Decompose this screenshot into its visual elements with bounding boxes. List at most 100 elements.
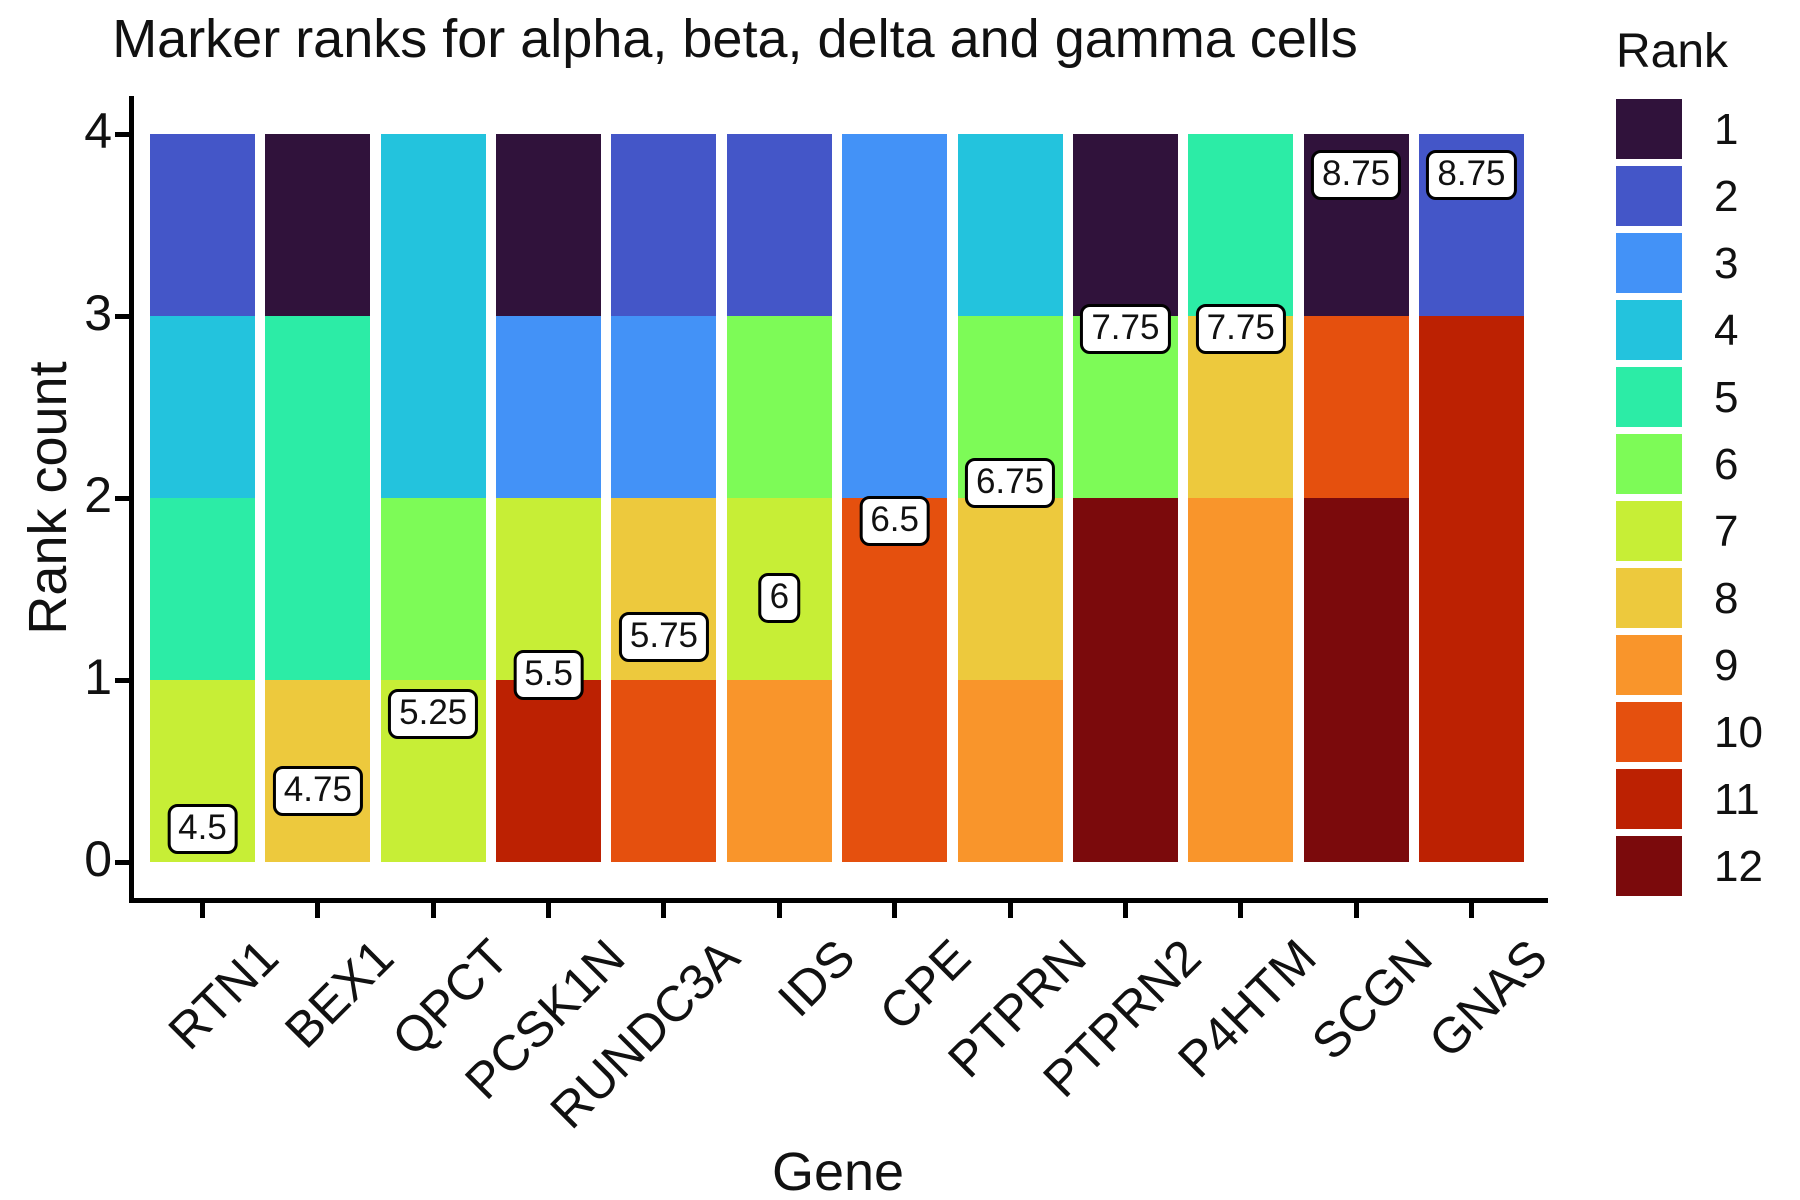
mean-rank-label: 5.75 — [618, 611, 709, 662]
mean-rank-label: 7.75 — [1080, 304, 1171, 354]
bar-segment-rank-9 — [1188, 680, 1294, 862]
bar-segment-rank-12 — [1303, 680, 1409, 862]
x-axis-spine — [129, 898, 1548, 903]
bar-segment-rank-5 — [265, 498, 371, 680]
x-tick-mark — [1007, 903, 1013, 918]
bar-segment-rank-4 — [380, 316, 486, 498]
x-tick-mark — [315, 903, 321, 918]
bar-segment-rank-10 — [842, 680, 948, 862]
legend-label-rank-1: 1 — [1714, 105, 1739, 154]
bar-segment-rank-11 — [1418, 498, 1524, 680]
x-tick-label-gene: SCGN — [1300, 928, 1443, 1071]
y-tick-label: 3 — [84, 285, 112, 342]
bar-segment-rank-6 — [726, 316, 832, 498]
x-tick-mark — [430, 903, 436, 918]
legend-swatch-rank-10 — [1616, 702, 1682, 762]
legend-label-rank-7: 7 — [1714, 507, 1739, 556]
bar-segment-rank-7 — [496, 498, 602, 680]
bar-segment-rank-9 — [1188, 498, 1294, 680]
bar-segment-rank-5 — [150, 498, 255, 680]
legend-label-rank-6: 6 — [1714, 440, 1739, 489]
bar-segment-rank-4 — [380, 134, 486, 316]
bar-segment-rank-9 — [726, 680, 832, 862]
legend-label-rank-4: 4 — [1714, 306, 1739, 355]
bar-segment-rank-1 — [1072, 134, 1178, 316]
y-tick-label: 1 — [84, 649, 112, 706]
x-tick-mark — [1238, 903, 1244, 918]
y-axis-spine — [129, 96, 134, 903]
x-tick-mark — [546, 903, 552, 918]
y-tick-label: 4 — [84, 103, 112, 160]
x-tick-label-gene: GNAS — [1417, 928, 1558, 1069]
legend-label-rank-8: 8 — [1714, 574, 1739, 623]
y-tick-mark — [115, 677, 131, 683]
bar-segment-rank-11 — [1418, 680, 1524, 862]
chart-title: Marker ranks for alpha, beta, delta and … — [112, 9, 1358, 69]
y-tick-mark — [115, 131, 131, 137]
bar-segment-rank-2 — [611, 134, 717, 316]
legend-label-rank-2: 2 — [1714, 172, 1739, 221]
y-tick-mark — [115, 859, 131, 865]
bar-segment-rank-10 — [1303, 316, 1409, 498]
mean-rank-label: 5.25 — [388, 688, 479, 739]
bar-segment-rank-3 — [842, 316, 948, 498]
legend-swatch-rank-11 — [1616, 769, 1682, 829]
legend-swatch-rank-9 — [1616, 635, 1682, 695]
x-tick-mark — [1353, 903, 1359, 918]
legend-swatch-rank-6 — [1616, 434, 1682, 494]
bar-segment-rank-12 — [1072, 680, 1178, 862]
x-tick-mark — [892, 903, 898, 918]
legend-swatch-rank-8 — [1616, 568, 1682, 628]
mean-rank-label: 6.75 — [964, 457, 1056, 508]
mean-rank-label: 7.75 — [1195, 304, 1286, 354]
legend-swatch-rank-5 — [1616, 367, 1682, 427]
bar-segment-rank-3 — [611, 316, 717, 498]
legend-swatch-rank-12 — [1616, 836, 1682, 896]
x-tick-mark — [200, 903, 205, 918]
x-tick-mark — [661, 903, 667, 918]
y-tick-label: 2 — [84, 467, 112, 524]
x-tick-label-gene: BEX1 — [274, 928, 405, 1059]
x-tick-mark — [776, 903, 782, 918]
bar-segment-rank-5 — [265, 316, 371, 498]
mean-rank-label: 4.75 — [272, 765, 363, 816]
legend-swatch-rank-4 — [1616, 300, 1682, 360]
legend-swatch-rank-1 — [1616, 99, 1682, 159]
x-tick-label-gene: IDS — [767, 928, 866, 1028]
bar-segment-rank-3 — [842, 134, 948, 316]
bar-segment-rank-6 — [380, 498, 486, 680]
legend-label-rank-3: 3 — [1714, 239, 1739, 288]
bar-segment-rank-1 — [496, 134, 602, 316]
bar-segment-rank-2 — [150, 134, 255, 316]
mean-rank-label: 6 — [758, 573, 801, 624]
mean-rank-label: 8.75 — [1311, 150, 1402, 201]
bar-segment-rank-4 — [150, 316, 255, 498]
x-axis-label: Gene — [771, 1142, 905, 1200]
x-tick-mark — [1122, 903, 1128, 918]
y-tick-label: 0 — [84, 831, 112, 888]
legend-label-rank-11: 11 — [1714, 775, 1760, 824]
mean-rank-label: 8.75 — [1426, 150, 1517, 201]
x-tick-label-gene: RTN1 — [157, 928, 289, 1060]
bar-segment-rank-8 — [957, 498, 1063, 680]
bar-segment-rank-1 — [265, 134, 371, 316]
bar-segment-rank-12 — [1303, 498, 1409, 680]
legend-label-rank-5: 5 — [1714, 373, 1739, 422]
bar-segment-rank-5 — [1188, 134, 1294, 316]
legend-swatch-rank-7 — [1616, 501, 1682, 561]
bar-segment-rank-4 — [957, 134, 1063, 316]
bar-segment-rank-11 — [1418, 316, 1524, 498]
mean-rank-label: 6.5 — [859, 496, 930, 547]
bar-segment-rank-9 — [957, 680, 1063, 862]
mean-rank-label: 4.5 — [167, 804, 238, 854]
legend-label-rank-10: 10 — [1714, 708, 1763, 757]
x-tick-mark — [1468, 903, 1474, 918]
bar-segment-rank-3 — [496, 316, 602, 498]
legend-swatch-rank-2 — [1616, 166, 1682, 226]
mean-rank-label: 5.5 — [513, 650, 584, 701]
bar-segment-rank-12 — [1072, 498, 1178, 680]
bar-segment-rank-10 — [611, 680, 717, 862]
legend-label-rank-12: 12 — [1714, 842, 1763, 891]
bar-segment-rank-11 — [496, 680, 602, 862]
y-tick-mark — [115, 495, 131, 501]
